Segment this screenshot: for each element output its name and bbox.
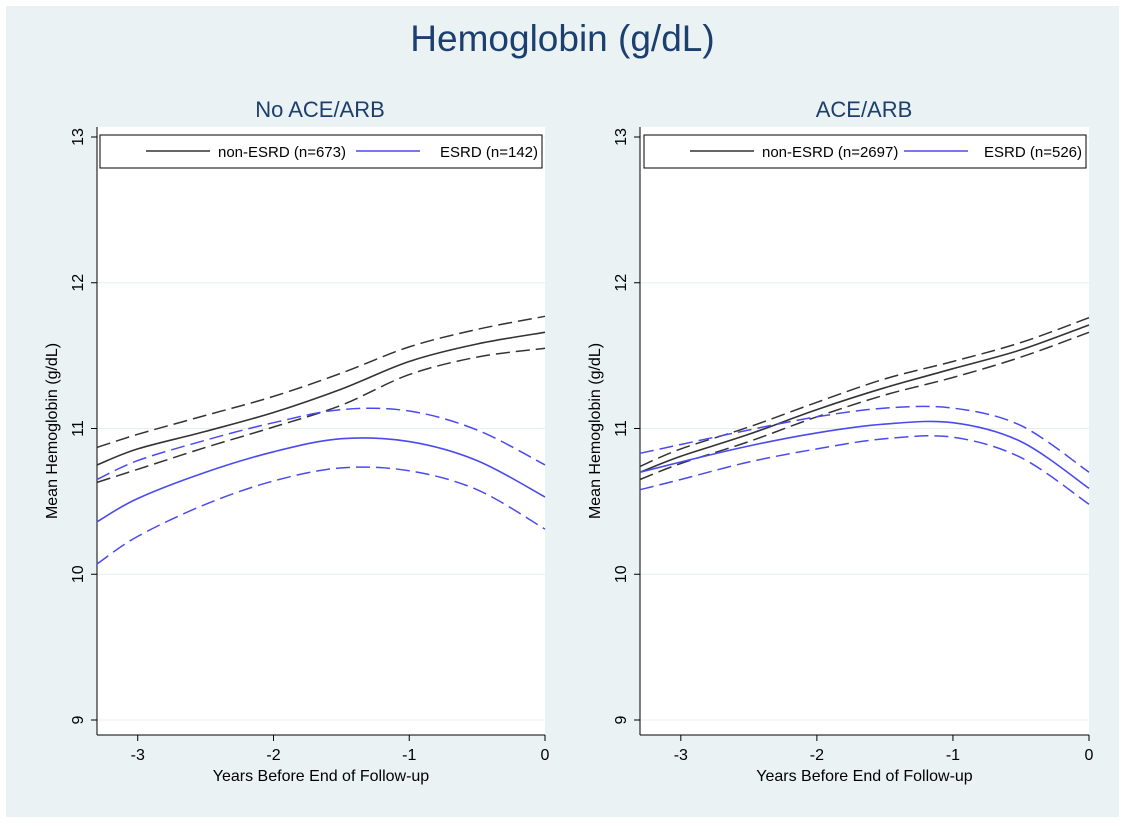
series-upper-ci-line [96,315,546,449]
y-tick-label: 9 [613,715,630,724]
y-tick-label: 11 [613,420,630,437]
x-tick-label: 0 [1085,747,1094,764]
panel-title: No ACE/ARB [255,97,385,122]
x-axis-label: Years Before End of Follow-up [213,768,430,785]
y-tick-label: 12 [613,274,630,292]
x-axis-label: Years Before End of Follow-up [756,768,973,785]
y-axis-label: Mean Hemoglobin (g/dL) [587,343,604,519]
x-tick-label: 0 [541,747,550,764]
series-mean-line [639,420,1090,489]
y-tick-label: 12 [70,274,87,292]
y-axis-label: Mean Hemoglobin (g/dL) [44,343,61,519]
y-tick-label: 10 [70,565,87,583]
chart-panel-1: 9 10 11 12 13 -3 -2 -1 0 Years Before End of Foll… [44,97,550,785]
series-mean-line [96,331,546,466]
x-tick-label: -2 [266,747,280,764]
series-esrd [639,405,1090,505]
chart-panel-2: 9 10 11 12 13 -3 -2 -1 0 Years Before End of Foll… [587,97,1094,785]
series-lower-ci-line [96,347,546,484]
y-tick-label: 13 [613,128,630,146]
x-tick-label: -1 [946,747,960,764]
series-esrd [96,407,546,565]
legend-label-esrd: ESRD (n=526) [984,144,1082,161]
chart-title: Hemoglobin (g/dL) [410,18,715,59]
y-tick-label: 11 [70,420,87,437]
series-non-esrd [96,315,546,484]
y-tick-label: 10 [613,565,630,583]
series-upper-ci-line [96,407,546,481]
plot-area [640,127,1089,735]
legend-label-non-esrd: non-ESRD (n=2697) [762,144,898,161]
series-non-esrd [639,316,1090,481]
panel-title: ACE/ARB [816,97,913,122]
series-lower-ci-line [639,435,1090,505]
y-tick-label: 9 [70,715,87,724]
y-tick-label: 13 [70,128,87,146]
legend: non-ESRD (n=2697) ESRD (n=526) [643,134,1087,169]
series-upper-ci-line [639,316,1090,468]
legend: non-ESRD (n=673) ESRD (n=142) [99,134,543,169]
x-tick-label: -3 [131,747,145,764]
series-mean-line [639,324,1090,473]
x-tick-label: -1 [402,747,416,764]
plot-area [97,127,545,735]
series-mean-line [96,437,546,523]
series-upper-ci-line [639,405,1090,473]
series-lower-ci-line [96,466,546,565]
x-tick-label: -3 [674,747,688,764]
legend-label-non-esrd: non-ESRD (n=673) [218,144,346,161]
series-lower-ci-line [639,331,1090,481]
x-tick-label: -2 [810,747,824,764]
legend-label-esrd: ESRD (n=142) [440,144,538,161]
